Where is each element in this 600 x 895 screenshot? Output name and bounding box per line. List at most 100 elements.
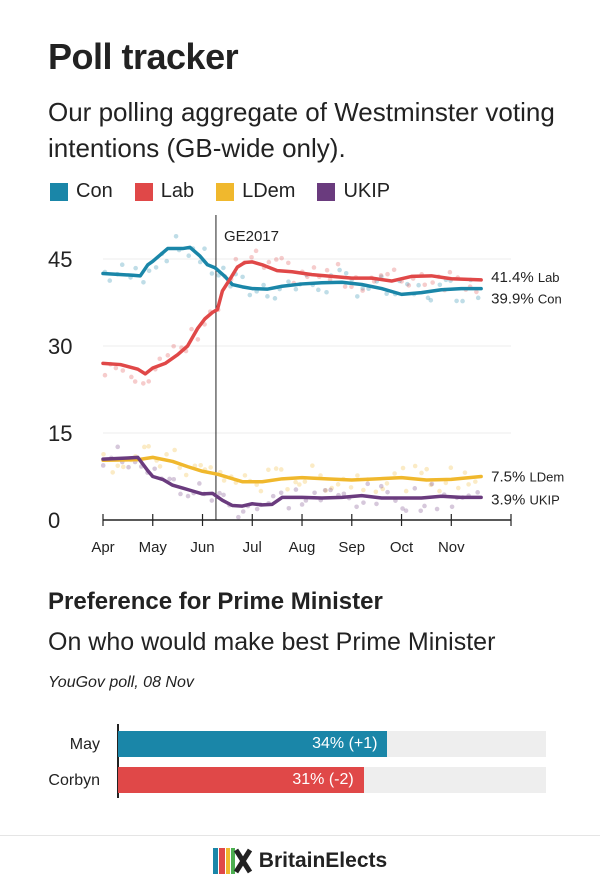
poll-dot-ldem <box>462 470 468 475</box>
x-tick-label: Apr <box>91 539 114 556</box>
poll-dot-lab <box>249 255 254 260</box>
poll-dot-lab <box>311 265 317 270</box>
legend-label-ukip: UKIP <box>343 180 391 202</box>
poll-dot-ldem <box>157 464 163 469</box>
poll-dot-ldem <box>310 463 315 468</box>
poll-dot-ldem <box>403 488 409 494</box>
pm-bar-label-may: May <box>69 736 100 753</box>
poll-dot-ldem <box>392 471 397 476</box>
pm-poll-source: YouGov poll, 08 Nov <box>48 674 194 691</box>
y-tick-label: 0 <box>48 508 60 533</box>
poll-dot-lab <box>285 260 291 266</box>
ge2017-annotation-label: GE2017 <box>224 228 279 245</box>
poll-dot-con <box>355 294 360 299</box>
poll-dot-ldem <box>335 482 341 487</box>
poll-dot-ldem <box>302 479 308 484</box>
x-tick-label: Oct <box>390 539 414 556</box>
poll-dot-lab <box>430 280 435 285</box>
poll-dot-ukip <box>209 498 215 503</box>
pm-bar-row-corbyn: Corbyn 31% (-2) <box>0 767 600 797</box>
legend-item-ldem: LDem <box>216 180 295 203</box>
poll-dot-ukip <box>178 491 183 497</box>
pm-bar-label-corbyn: Corbyn <box>48 772 100 789</box>
poll-dot-ukip <box>126 464 131 470</box>
poll-dot-con <box>221 265 226 271</box>
poll-dot-lab <box>233 256 239 262</box>
poll-dot-ukip <box>167 476 172 482</box>
poll-dot-lab <box>132 379 138 384</box>
series-line-lab <box>101 260 483 376</box>
x-tick-label: Aug <box>289 539 316 556</box>
poll-dot-ukip <box>286 505 292 511</box>
end-label-lab: 41.4% Lab <box>491 269 559 286</box>
pm-bar-fill-corbyn: 31% (-2) <box>118 767 364 793</box>
poll-dot-ldem <box>384 481 390 486</box>
pm-bar-row-may: May 34% (+1) <box>0 731 600 761</box>
poll-dot-ukip <box>303 498 309 503</box>
poll-dot-lab <box>447 269 453 275</box>
legend-item-con: Con <box>50 180 113 203</box>
poll-dot-ldem <box>348 485 354 490</box>
poll-dot-con <box>146 268 152 274</box>
legend-label-con: Con <box>76 180 113 202</box>
poll-dot-lab <box>474 289 479 295</box>
chart-legend: Con Lab LDem UKIP <box>50 180 390 203</box>
poll-dot-ukip <box>400 506 405 511</box>
poll-dot-con <box>202 246 207 251</box>
pm-bar-fill-may: 34% (+1) <box>118 731 388 757</box>
poll-dot-ukip <box>312 490 317 496</box>
poll-dot-con <box>405 281 410 287</box>
poll-dot-lab <box>189 326 194 332</box>
poll-dot-con <box>437 282 443 288</box>
poll-dot-ldem <box>456 485 461 491</box>
poll-dot-ukip <box>278 490 284 496</box>
poll-dot-ldem <box>183 472 189 478</box>
poll-dot-ldem <box>142 444 147 450</box>
poll-dot-ukip <box>378 483 384 489</box>
poll-dot-con <box>337 267 342 273</box>
poll-dot-ukip <box>197 481 202 486</box>
poll-dot-con <box>186 253 192 259</box>
poll-dot-ldem <box>115 463 121 469</box>
footer-brand[interactable]: BritainElects <box>0 848 600 874</box>
poll-dot-con <box>107 278 113 283</box>
poll-tracker-chart: 0 15 30 45 Apr May Jun Jul Aug Sep Oct Nov GE2017 39.… <box>48 215 564 556</box>
end-label-con: 39.9% Con <box>491 291 562 308</box>
poll-dot-ukip <box>293 487 299 492</box>
x-tick-label: Nov <box>438 539 465 556</box>
poll-dot-ukip <box>385 489 390 495</box>
poll-dot-ldem <box>473 479 478 484</box>
legend-swatch-ukip <box>317 182 336 201</box>
x-tick-label: Sep <box>338 539 365 556</box>
poll-dot-con <box>286 279 291 284</box>
poll-dot-ldem <box>448 465 454 470</box>
poll-dot-ldem <box>380 486 386 492</box>
poll-dot-ldem <box>242 473 248 478</box>
poll-dot-con <box>416 282 421 288</box>
y-tick-label: 15 <box>48 421 72 446</box>
poll-dot-ldem <box>318 473 323 478</box>
poll-dot-con <box>343 271 349 276</box>
poll-dot-ukip <box>270 493 276 499</box>
poll-dot-ukip <box>240 509 246 514</box>
pm-section-subtitle: On who would make best Prime Minister <box>48 628 496 656</box>
poll-dot-ldem <box>177 465 183 471</box>
poll-dot-lab <box>157 356 163 362</box>
poll-dot-lab <box>273 257 279 262</box>
poll-dot-con <box>272 296 278 301</box>
poll-dot-ukip <box>449 504 455 510</box>
poll-dot-lab <box>360 288 365 293</box>
footer-divider <box>0 835 600 836</box>
poll-dot-con <box>240 274 245 280</box>
pm-bar-track-corbyn: 31% (-2) <box>118 767 546 793</box>
poll-dot-lab <box>129 374 134 380</box>
poll-dot-lab <box>120 368 126 373</box>
legend-item-lab: Lab <box>134 180 194 203</box>
legend-label-ldem: LDem <box>242 180 296 202</box>
poll-dot-ukip <box>254 506 260 512</box>
poll-dot-ukip <box>328 487 333 493</box>
poll-dot-lab <box>266 259 272 265</box>
poll-dot-con <box>316 287 321 293</box>
poll-dot-ukip <box>429 481 435 487</box>
poll-dot-lab <box>422 282 428 288</box>
